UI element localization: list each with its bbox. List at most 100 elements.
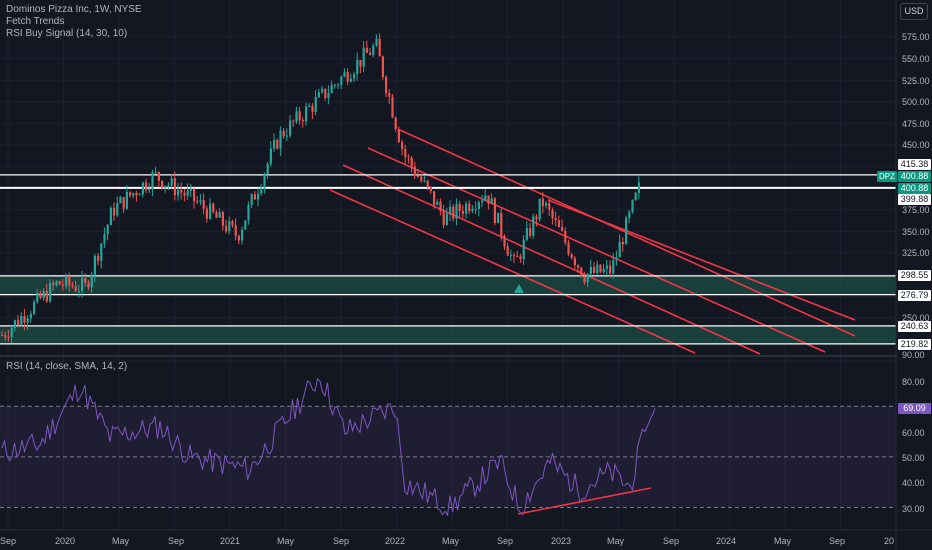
candle-body bbox=[596, 264, 599, 273]
time-tick: Sep bbox=[829, 536, 846, 546]
candle-body bbox=[535, 216, 538, 220]
candle-body bbox=[449, 206, 452, 214]
candle-body bbox=[100, 243, 103, 261]
candle-body bbox=[407, 156, 410, 158]
candle-body bbox=[513, 255, 516, 257]
candle-body bbox=[500, 212, 503, 237]
candle-body bbox=[532, 216, 535, 236]
candle-body bbox=[577, 265, 580, 268]
candle-body bbox=[564, 230, 567, 243]
candle-body bbox=[125, 191, 128, 209]
time-tick: 2023 bbox=[551, 536, 572, 546]
candle-body bbox=[180, 190, 183, 193]
candle-body bbox=[609, 265, 612, 274]
candle-body bbox=[186, 190, 189, 196]
candle-body bbox=[583, 276, 586, 283]
candle-body bbox=[279, 130, 282, 149]
candle-body bbox=[202, 200, 205, 209]
channel-line bbox=[367, 147, 826, 353]
candle-body bbox=[317, 92, 320, 98]
support-zone-upper bbox=[0, 275, 896, 295]
candle-body bbox=[177, 190, 180, 196]
candle-body bbox=[253, 194, 256, 200]
rsi-line bbox=[1, 377, 656, 517]
candle-body bbox=[353, 74, 356, 79]
time-tick: Sep bbox=[168, 536, 185, 546]
rsi-tick: 80.00 bbox=[902, 377, 925, 387]
candle-body bbox=[119, 197, 122, 204]
candle-body bbox=[7, 336, 10, 338]
time-tick: Sep bbox=[0, 536, 17, 546]
candle-body bbox=[372, 45, 375, 55]
candle-body bbox=[567, 242, 570, 255]
candle-body bbox=[84, 278, 87, 283]
last-price-tag: 400.88 bbox=[898, 171, 931, 182]
price-tick: 250.00 bbox=[902, 313, 930, 323]
time-tick: Sep bbox=[663, 536, 680, 546]
candle-body bbox=[298, 111, 301, 121]
candle-body bbox=[301, 120, 304, 122]
candle-body bbox=[113, 207, 116, 216]
candle-body bbox=[413, 166, 416, 176]
buy-signal-triangle bbox=[514, 284, 524, 293]
price-tick: 90.00 bbox=[902, 350, 925, 360]
candle-body bbox=[282, 130, 285, 137]
candle-body bbox=[244, 220, 247, 230]
candle-body bbox=[292, 120, 295, 122]
currency-button[interactable]: USD bbox=[900, 3, 928, 20]
candle-body bbox=[212, 203, 215, 213]
candle-body bbox=[52, 282, 55, 286]
candle-body bbox=[605, 265, 608, 269]
candle-body bbox=[58, 281, 61, 285]
horizontal-levels bbox=[0, 174, 896, 345]
indicator-rsi-buy-signal[interactable]: RSI Buy Signal (14, 30, 10) bbox=[6, 28, 128, 39]
candle-body bbox=[145, 182, 148, 190]
candle-body bbox=[465, 203, 468, 214]
time-tick: Sep bbox=[333, 536, 350, 546]
level-tag-240: 240.63 bbox=[898, 321, 931, 332]
price-tick: 525.00 bbox=[902, 76, 930, 86]
candle-body bbox=[471, 209, 474, 212]
candle-body bbox=[77, 290, 80, 292]
candle-body bbox=[458, 203, 461, 212]
candle-body bbox=[205, 208, 208, 219]
time-tick: 2020 bbox=[55, 536, 76, 546]
candle-body bbox=[135, 193, 138, 196]
candle-body bbox=[436, 201, 439, 206]
candle-body bbox=[586, 273, 589, 283]
candle-body bbox=[81, 278, 84, 291]
candlesticks bbox=[1, 33, 640, 344]
chart-title: Dominos Pizza Inc, 1W, NYSE bbox=[6, 4, 142, 15]
candle-body bbox=[157, 171, 160, 181]
candle-body bbox=[599, 264, 602, 273]
indicator-fetch-trends[interactable]: Fetch Trends bbox=[6, 16, 65, 27]
candle-body bbox=[196, 201, 199, 203]
candle-body bbox=[602, 268, 605, 273]
candle-body bbox=[423, 180, 426, 182]
price-tick: 550.00 bbox=[902, 54, 930, 64]
candle-body bbox=[167, 185, 170, 187]
candle-body bbox=[23, 315, 26, 323]
candle-body bbox=[103, 234, 106, 244]
candle-body bbox=[621, 242, 624, 245]
time-tick: 2022 bbox=[385, 536, 406, 546]
support-zones bbox=[0, 275, 896, 344]
candle-body bbox=[193, 188, 196, 202]
candle-body bbox=[29, 314, 32, 319]
candle-body bbox=[39, 292, 42, 299]
candle-body bbox=[311, 106, 314, 112]
price-tick: 450.00 bbox=[902, 140, 930, 150]
price-tick: 475.00 bbox=[902, 119, 930, 129]
rsi-title[interactable]: RSI (14, close, SMA, 14, 2) bbox=[6, 361, 128, 372]
candle-body bbox=[615, 257, 618, 261]
candle-body bbox=[401, 142, 404, 149]
level-tag-219: 219.82 bbox=[898, 339, 931, 350]
candle-body bbox=[215, 212, 218, 218]
candle-body bbox=[247, 204, 250, 221]
candle-body bbox=[381, 56, 384, 78]
time-tick: 2021 bbox=[220, 536, 241, 546]
symbol-tag: DPZ bbox=[877, 171, 897, 182]
candle-body bbox=[452, 206, 455, 219]
candle-body bbox=[570, 254, 573, 259]
